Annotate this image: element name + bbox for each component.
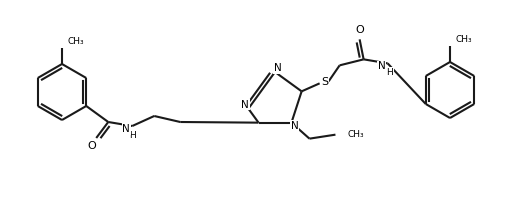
Text: CH₃: CH₃ — [347, 130, 364, 139]
Text: N: N — [123, 124, 130, 134]
Text: N: N — [291, 121, 298, 131]
Text: O: O — [88, 141, 96, 151]
Text: O: O — [355, 25, 364, 35]
Text: N: N — [274, 63, 282, 73]
Text: H: H — [386, 68, 393, 77]
Text: N: N — [242, 100, 249, 110]
Text: S: S — [321, 77, 328, 87]
Text: N: N — [378, 61, 386, 71]
Text: CH₃: CH₃ — [68, 38, 84, 46]
Text: H: H — [129, 130, 136, 139]
Text: CH₃: CH₃ — [456, 35, 473, 45]
